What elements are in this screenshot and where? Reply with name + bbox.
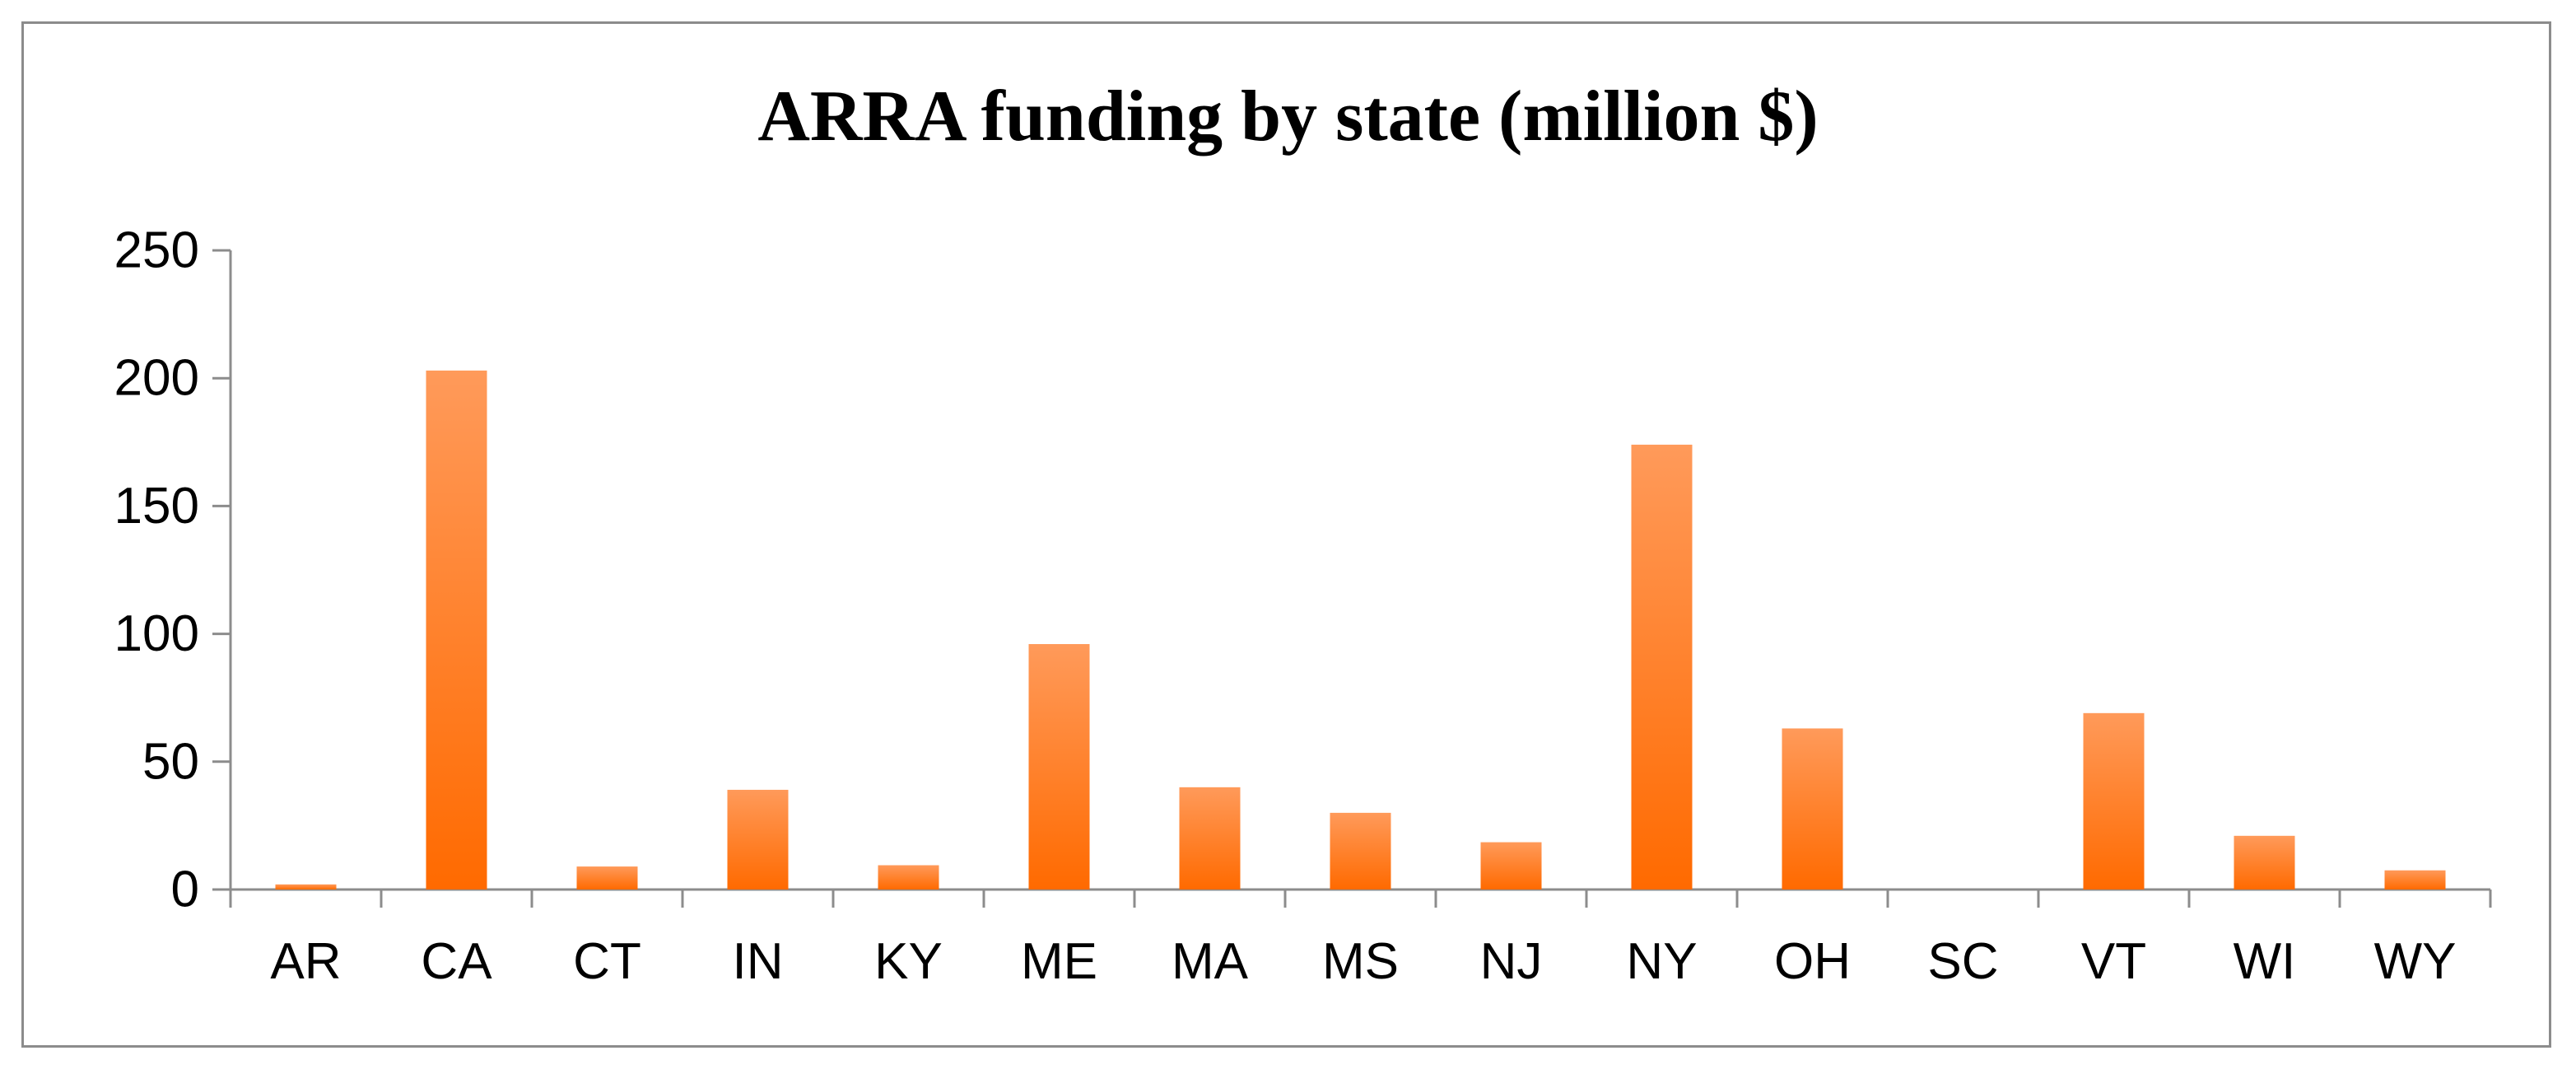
y-axis: 0 50 100 150 200 250 bbox=[114, 222, 232, 918]
bar-nj bbox=[1480, 842, 1542, 890]
bar-ca bbox=[426, 370, 487, 890]
x-tick-label: VT bbox=[2081, 933, 2146, 990]
x-tick-label: WI bbox=[2234, 933, 2296, 990]
bar-wi bbox=[2234, 835, 2295, 890]
bar-ma bbox=[1179, 787, 1241, 890]
x-tick-label: NJ bbox=[1480, 933, 1543, 990]
y-tick-label: 100 bbox=[114, 605, 199, 662]
x-tick-label: MS bbox=[1322, 933, 1399, 990]
bar-ny bbox=[1631, 444, 1693, 890]
y-tick-label: 200 bbox=[114, 350, 199, 407]
x-tick-label: AR bbox=[270, 933, 341, 990]
x-tick-label: WY bbox=[2374, 933, 2457, 990]
bar-me bbox=[1028, 644, 1090, 890]
y-tick-label: 0 bbox=[171, 862, 199, 918]
y-tick-label: 150 bbox=[114, 478, 199, 535]
y-tick-label: 250 bbox=[114, 222, 199, 279]
bar-ky bbox=[878, 865, 939, 890]
x-tick-label: CA bbox=[421, 933, 492, 990]
x-tick-label: SC bbox=[1927, 933, 1998, 990]
bar-in bbox=[727, 789, 789, 890]
x-tick-label: KY bbox=[874, 933, 943, 990]
x-tick-label: MA bbox=[1172, 933, 1249, 990]
bar-oh bbox=[1782, 728, 1843, 890]
bar-ms bbox=[1330, 812, 1391, 890]
x-tick-label: IN bbox=[733, 933, 784, 990]
chart-title: ARRA funding by state (million $) bbox=[757, 77, 1819, 156]
y-tick-label: 50 bbox=[142, 733, 199, 790]
bar-wy bbox=[2384, 870, 2446, 890]
bar-vt bbox=[2083, 712, 2145, 890]
x-tick-label: NY bbox=[1626, 933, 1697, 990]
bar-ar bbox=[275, 884, 337, 890]
x-tick-label: CT bbox=[573, 933, 641, 990]
x-tick-label: OH bbox=[1774, 933, 1851, 990]
bars bbox=[275, 370, 2446, 890]
x-axis: AR CA CT IN KY ME MA MS NJ NY OH SC VT WI WY bbox=[229, 888, 2492, 990]
x-tick-label: ME bbox=[1021, 933, 1097, 990]
bar-ct bbox=[576, 866, 638, 890]
